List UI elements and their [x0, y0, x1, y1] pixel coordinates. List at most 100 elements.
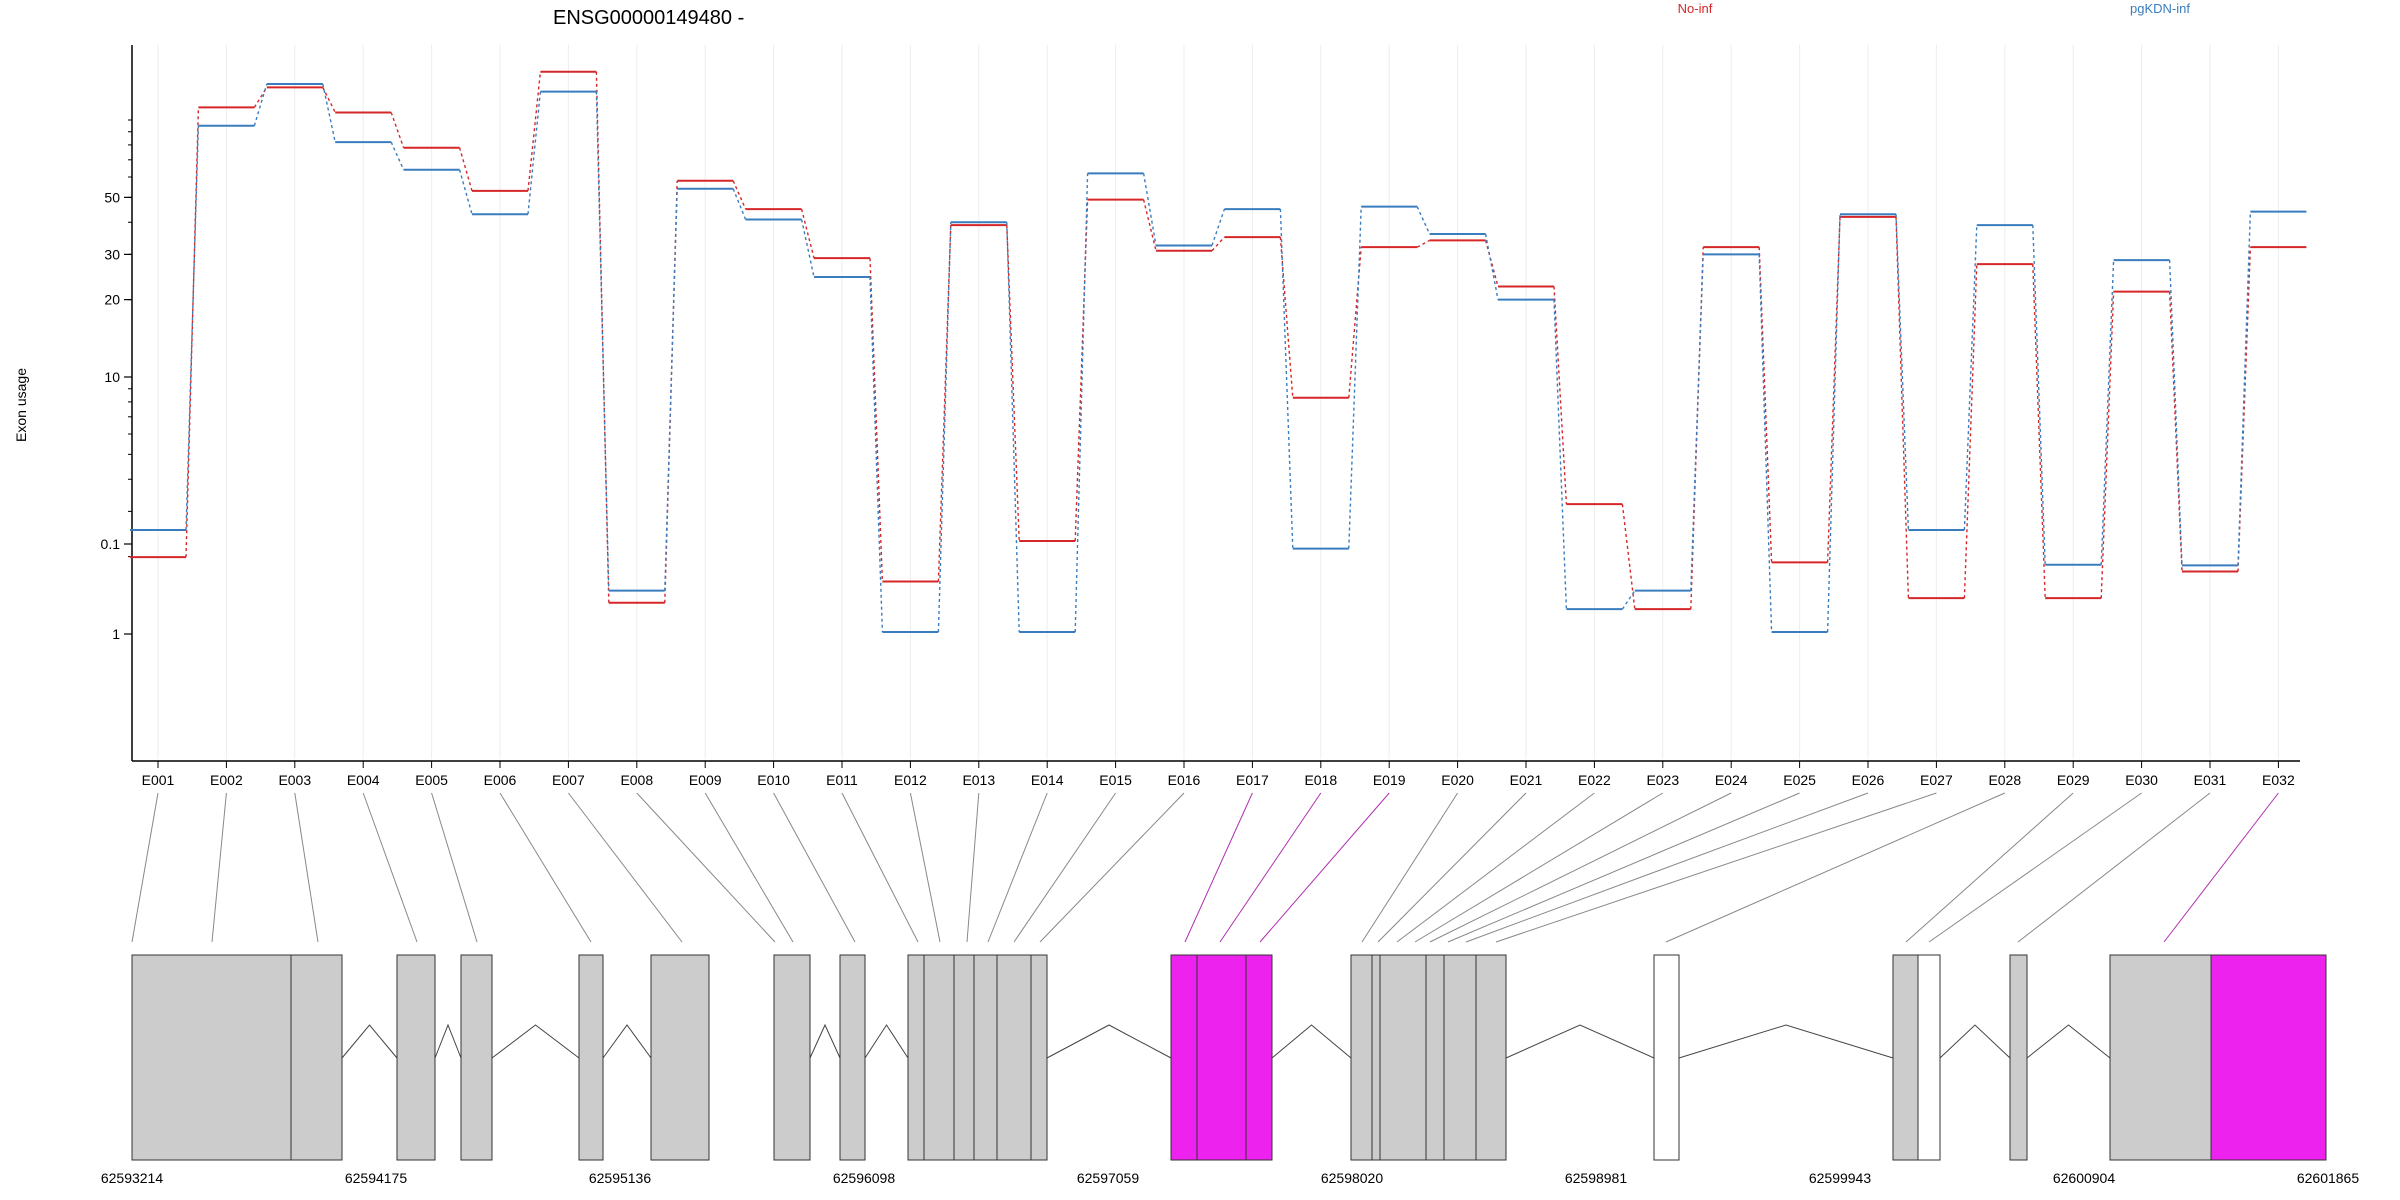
series-connector	[1006, 222, 1020, 633]
x-tick-label-e028: E028	[1988, 772, 2021, 788]
x-tick-label-e006: E006	[484, 772, 517, 788]
series-connector	[2100, 260, 2115, 565]
exon-block	[460, 954, 493, 1161]
x-tick-label-e027: E027	[1920, 772, 1953, 788]
series-connector	[390, 112, 405, 148]
exon-connectors	[131, 792, 2279, 943]
series-connector	[185, 107, 200, 558]
y-tick-label: 10	[104, 369, 120, 385]
series-connector	[1484, 233, 1499, 300]
series-connector	[527, 91, 542, 215]
coordinate-label: 62593214	[101, 1170, 164, 1186]
x-tick-label-e008: E008	[620, 772, 653, 788]
x-tick-label-e030: E030	[2125, 772, 2158, 788]
x-tick-label-e024: E024	[1715, 772, 1748, 788]
exon-connector-line	[1259, 792, 1390, 943]
coordinate-label: 62597059	[1077, 1170, 1140, 1186]
series-connector	[322, 83, 336, 143]
exon-connector-line	[1219, 792, 1322, 943]
series-connector	[253, 83, 268, 126]
intron-line	[1046, 1024, 1172, 1059]
series-connector	[595, 71, 610, 603]
x-tick-label-e026: E026	[1852, 772, 1885, 788]
series-layer	[130, 70, 2307, 633]
series-connector	[869, 258, 884, 582]
y-axis-label: Exon usage	[13, 368, 29, 442]
exon-block	[1425, 954, 1445, 1161]
coordinate-label: 62598020	[1321, 1170, 1384, 1186]
x-tick-label-e018: E018	[1304, 772, 1337, 788]
exon-connector-line	[499, 792, 592, 943]
exon-block	[396, 954, 436, 1161]
exon-block	[1653, 954, 1680, 1161]
series-connector	[2100, 291, 2115, 599]
series-connector	[2032, 225, 2046, 565]
intron-line	[1505, 1024, 1655, 1059]
x-tick-label-e003: E003	[278, 772, 311, 788]
series-pgkdn-inf	[130, 83, 2307, 633]
coordinate-label: 62598981	[1565, 1170, 1628, 1186]
x-tick-label-e031: E031	[2194, 772, 2227, 788]
series-connector	[1074, 199, 1089, 542]
coordinate-label: 62599943	[1809, 1170, 1872, 1186]
x-tick-label-e001: E001	[142, 772, 175, 788]
exon-connector-line	[362, 792, 418, 943]
plot-grid	[157, 45, 2279, 759]
exon-block	[290, 954, 343, 1161]
exon-block	[839, 954, 866, 1161]
exon-connector-line	[2017, 792, 2211, 943]
legend: No-inf pgKDN-inf	[1678, 1, 2191, 16]
exon-block	[1350, 954, 1373, 1161]
series-connector	[1553, 299, 1568, 610]
exon-block	[1443, 954, 1477, 1161]
intron-line	[434, 1023, 462, 1059]
exon-block	[578, 954, 604, 1161]
y-tick-label: 1	[112, 626, 120, 642]
exon-connector-line	[1905, 792, 2074, 943]
gene-model-track	[131, 954, 2327, 1161]
exon-connector-line	[2163, 792, 2279, 943]
intron-line	[1939, 1024, 2011, 1059]
x-tick-label-e019: E019	[1373, 772, 1406, 788]
genomic-coordinate-axis: 62593214 62594175 62595136 62596098 62597059…	[101, 1170, 2360, 1186]
x-tick-label-e012: E012	[894, 772, 927, 788]
exon-block	[923, 954, 955, 1161]
intron-line	[602, 1024, 652, 1059]
exon-connector-line	[211, 792, 227, 943]
series-connector	[1142, 199, 1157, 251]
exon-connector-line	[1377, 792, 1527, 943]
exon-block	[2109, 954, 2212, 1161]
x-tick-label-e015: E015	[1099, 772, 1132, 788]
series-connector	[595, 91, 610, 591]
series-connector	[1826, 216, 1841, 563]
coordinate-label: 62596098	[833, 1170, 896, 1186]
coordinate-label: 62601865	[2297, 1170, 2360, 1186]
series-connector	[458, 147, 473, 192]
exon-connector-line	[841, 792, 919, 943]
x-tick-label-e023: E023	[1646, 772, 1679, 788]
series-no-inf	[130, 70, 2307, 611]
exon-connector-line	[773, 792, 856, 943]
x-tick-label-e014: E014	[1031, 772, 1064, 788]
legend-entry-pgkdn-inf: pgKDN-inf	[2130, 1, 2190, 16]
series-connector	[2168, 260, 2183, 566]
intron-line	[1271, 1024, 1352, 1059]
x-tick-label-e002: E002	[210, 772, 243, 788]
intron-line	[1678, 1024, 1894, 1059]
series-connector	[185, 125, 200, 531]
series-connector	[1621, 590, 1636, 610]
series-connector	[1416, 239, 1430, 248]
series-connector	[2032, 264, 2046, 599]
series-connector	[2237, 247, 2252, 572]
series-connector	[2237, 211, 2252, 566]
series-connector	[1416, 206, 1431, 235]
intron-line	[864, 1024, 909, 1059]
series-connector	[390, 141, 405, 171]
exon-block	[1475, 954, 1507, 1161]
exon-block	[2210, 954, 2327, 1161]
x-tick-label-e017: E017	[1236, 772, 1269, 788]
series-connector	[527, 71, 542, 191]
exon-block	[1030, 954, 1048, 1161]
exon-connector-line	[909, 792, 941, 943]
